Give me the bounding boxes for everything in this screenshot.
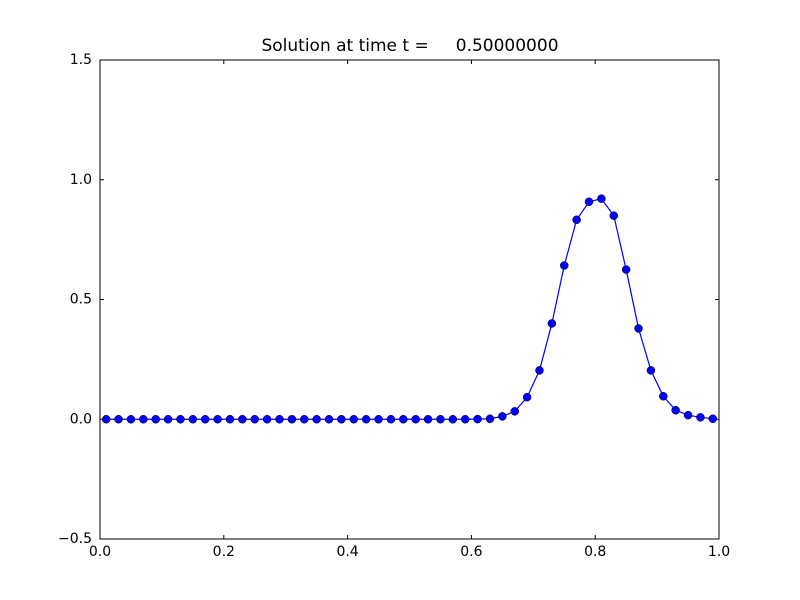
x-tick-label: 1.0 — [708, 544, 730, 560]
data-point — [200, 415, 210, 424]
data-point — [300, 415, 309, 424]
data-point — [275, 415, 284, 424]
data-point — [287, 415, 297, 424]
data-point — [609, 211, 619, 220]
data-point — [621, 265, 631, 274]
data-point — [522, 392, 532, 402]
data-point — [423, 415, 433, 424]
data-point — [126, 415, 136, 424]
data-point — [151, 415, 160, 424]
data-point — [560, 261, 569, 270]
data-point — [225, 415, 235, 424]
x-tick-label: 0.2 — [213, 544, 235, 560]
x-tick-label: 0.8 — [584, 544, 606, 560]
data-point — [498, 412, 507, 421]
data-point — [572, 215, 581, 224]
data-point — [250, 415, 259, 424]
data-point — [597, 194, 606, 203]
data-point — [696, 413, 705, 422]
data-point — [708, 414, 718, 424]
data-point — [683, 410, 693, 420]
data-point — [535, 366, 544, 375]
data-point — [188, 415, 198, 424]
y-tick-label: 0.0 — [70, 411, 92, 427]
data-point — [238, 415, 247, 424]
data-point — [473, 414, 482, 424]
data-point — [312, 415, 321, 424]
data-point — [448, 415, 458, 424]
data-point — [485, 414, 495, 424]
data-point — [411, 415, 420, 424]
data-point — [436, 415, 445, 424]
y-tick-label: 1.0 — [70, 172, 92, 188]
data-point — [337, 415, 346, 424]
data-point — [584, 197, 594, 207]
x-tick-label: 0.0 — [89, 544, 111, 560]
chart-title: Solution at time t = 0.50000000 — [261, 36, 558, 56]
data-point — [659, 392, 668, 401]
data-point — [114, 415, 123, 424]
y-tick-label: −0.5 — [58, 531, 92, 547]
data-point — [349, 415, 359, 424]
data-point — [139, 415, 148, 424]
data-point — [176, 415, 185, 424]
data-point — [399, 415, 408, 424]
data-point — [634, 324, 643, 333]
data-point — [262, 415, 272, 424]
y-tick-label: 1.5 — [70, 52, 92, 68]
y-tick-label: 0.5 — [70, 292, 92, 308]
data-point — [213, 415, 222, 424]
data-point — [510, 407, 519, 416]
data-point — [324, 415, 334, 424]
data-point — [671, 406, 680, 415]
data-point — [646, 366, 656, 375]
data-point — [163, 415, 173, 424]
x-tick-label: 0.4 — [336, 544, 358, 560]
data-point — [101, 415, 111, 424]
x-tick-label: 0.6 — [460, 544, 482, 560]
data-point — [386, 415, 396, 424]
data-point — [547, 319, 557, 328]
data-point — [460, 415, 470, 424]
data-point — [374, 415, 383, 424]
data-point — [361, 415, 371, 424]
